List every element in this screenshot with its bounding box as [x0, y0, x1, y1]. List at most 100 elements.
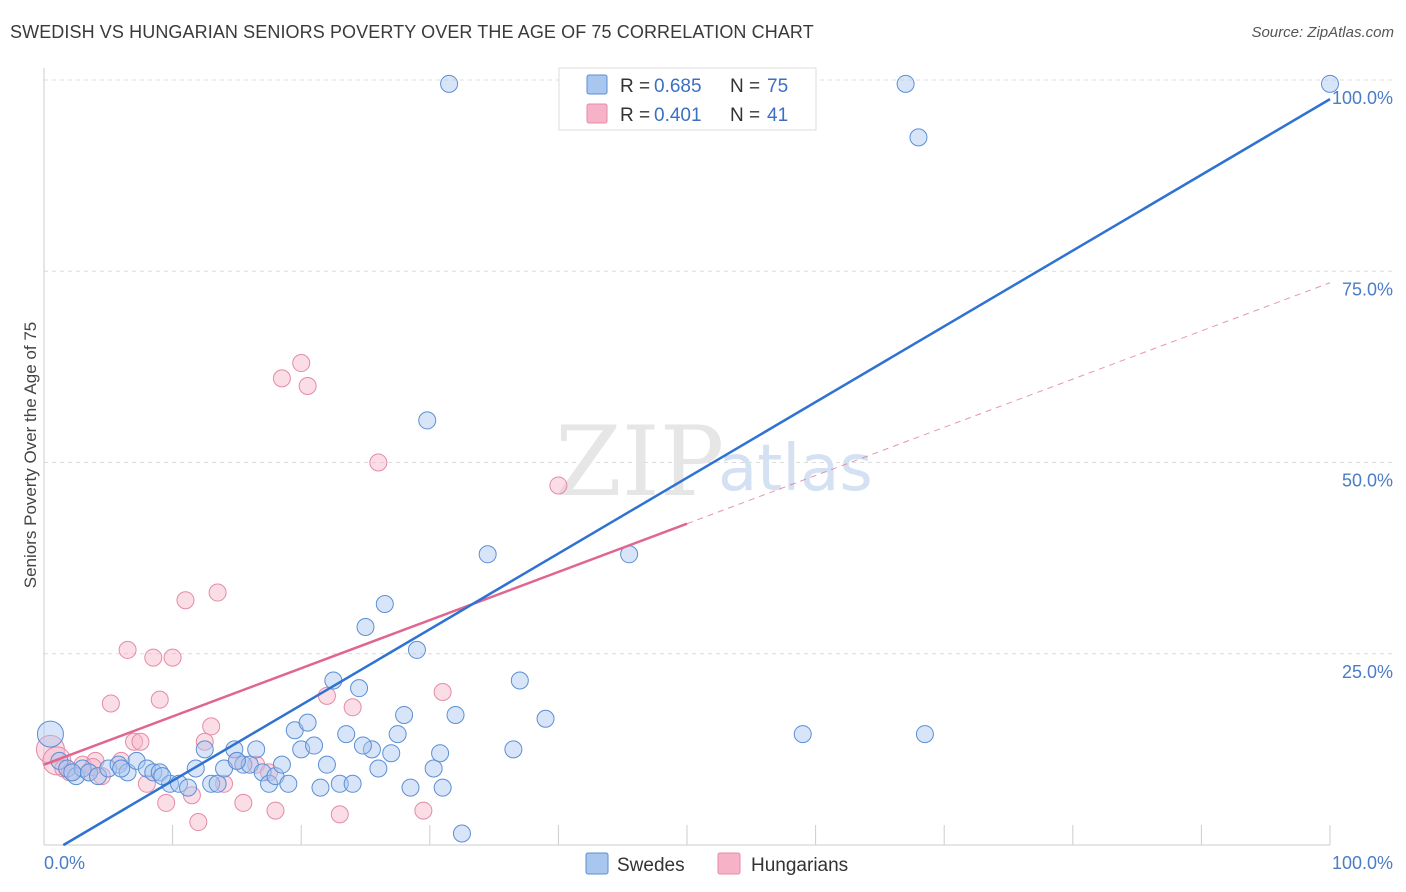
hungarians-point-10 [118, 640, 137, 659]
swedes-point-36 [317, 755, 336, 774]
legend-swatch-hungarians [586, 103, 608, 124]
hungarians-point-23 [208, 583, 227, 602]
swedes-point-16 [179, 778, 198, 797]
hungarians-point-31 [292, 354, 311, 373]
swedes-points [36, 74, 1339, 843]
hungarians-point-32 [298, 377, 317, 395]
swedes-point-44 [369, 759, 388, 778]
swedes-point-55 [446, 705, 465, 724]
hungarians-point-13 [137, 774, 156, 793]
legend-swatch-swedes [586, 74, 608, 95]
legend-n-label-swedes: N = [730, 76, 760, 97]
watermark-atlas: atlas [718, 432, 873, 506]
hungarians-point-34 [330, 805, 349, 824]
swedes-point-53 [433, 778, 452, 797]
axes [43, 68, 1331, 846]
hungarians-point-30 [272, 369, 291, 388]
swedes-trend-line [62, 98, 1331, 847]
y-tick-label-0: 25.0% [1342, 662, 1393, 682]
swedes-point-46 [382, 744, 401, 763]
hungarians-point-8 [101, 694, 120, 713]
swedes-point-65 [896, 74, 915, 93]
series-legend-label-swedes: Swedes [617, 855, 685, 876]
hungarians-point-15 [150, 690, 169, 709]
legend-r-label-swedes: R = [620, 76, 650, 97]
trend-lines [43, 98, 1331, 847]
hungarians-point-12 [131, 732, 150, 751]
swedes-point-34 [305, 736, 324, 755]
swedes-point-70 [112, 759, 131, 778]
swedes-point-25 [247, 740, 266, 759]
hungarians-point-22 [202, 717, 221, 736]
hungarians-point-16 [157, 793, 176, 812]
hungarians-point-14 [144, 648, 163, 667]
hungarians-point-38 [433, 683, 452, 701]
swedes-point-66 [909, 128, 928, 147]
swedes-point-47 [388, 725, 407, 744]
y-tick-labels: 25.0% 50.0% 75.0% 100.0% [1332, 88, 1393, 682]
legend-r-label-hungarians: R = [620, 105, 650, 126]
swedes-point-59 [510, 671, 529, 690]
swedes-point-56 [452, 824, 471, 843]
legend-r-value-hungarians: 0.401 [654, 105, 702, 126]
hungarians-point-24 [215, 774, 234, 793]
hungarians-point-35 [343, 698, 362, 717]
swedes-point-58 [504, 740, 523, 759]
hungarians-point-11 [125, 732, 144, 751]
swedes-point-18 [195, 740, 214, 759]
swedes-point-74 [431, 744, 450, 763]
series-legend-swatch-hungarians [717, 852, 741, 875]
swedes-point-7 [99, 759, 118, 778]
swedes-point-52 [424, 759, 443, 778]
swedes-point-48 [395, 705, 414, 724]
chart-title: SWEDISH VS HUNGARIAN SENIORS POVERTY OVE… [10, 22, 814, 42]
swedes-point-43 [362, 740, 381, 759]
swedes-point-51 [418, 411, 437, 430]
swedes-point-69 [63, 763, 82, 782]
swedes-point-54 [440, 74, 459, 93]
x-tick-min: 0.0% [44, 853, 85, 873]
legend-n-value-hungarians: 41 [767, 105, 788, 126]
hungarians-point-37 [414, 801, 433, 820]
swedes-point-42 [356, 617, 375, 636]
hungarians-point-36 [369, 453, 388, 472]
swedes-point-64 [793, 725, 812, 744]
swedes-point-6 [89, 767, 108, 786]
swedes-point-0 [36, 720, 64, 748]
swedes-point-30 [279, 774, 298, 793]
hungarians-points [35, 354, 568, 832]
swedes-point-40 [343, 774, 362, 793]
swedes-point-39 [337, 725, 356, 744]
hungarians-point-29 [266, 801, 285, 820]
hungarians-trend-line [43, 522, 688, 766]
swedes-point-68 [1321, 74, 1339, 93]
swedes-point-33 [298, 713, 317, 732]
swedes-point-38 [330, 774, 349, 793]
legend-r-value-swedes: 0.685 [654, 76, 702, 97]
grid-lines [44, 79, 1395, 655]
swedes-point-57 [478, 545, 497, 564]
swedes-point-72 [227, 751, 246, 770]
y-tick-label-2: 75.0% [1342, 279, 1393, 299]
swedes-point-27 [260, 774, 279, 793]
swedes-point-35 [311, 778, 330, 797]
swedes-point-20 [208, 774, 227, 793]
swedes-point-41 [350, 679, 369, 698]
swedes-point-29 [272, 755, 291, 774]
source-label: Source: ZipAtlas.com [1251, 24, 1394, 41]
series-legend-label-hungarians: Hungarians [751, 855, 848, 876]
y-axis-label: Seniors Poverty Over the Age of 75 [21, 322, 40, 588]
legend-n-value-swedes: 75 [767, 76, 788, 97]
hungarians-point-17 [163, 648, 182, 667]
swedes-point-45 [375, 595, 394, 614]
swedes-point-71 [153, 767, 172, 786]
swedes-point-67 [915, 725, 934, 744]
watermark-zip: ZIP [555, 406, 724, 518]
swedes-point-73 [353, 736, 372, 755]
swedes-point-60 [536, 709, 555, 728]
hungarians-point-21 [195, 732, 214, 751]
swedes-point-12 [144, 763, 163, 782]
swedes-point-49 [401, 778, 420, 797]
swedes-point-10 [127, 751, 146, 770]
y-tick-label-1: 50.0% [1342, 471, 1393, 491]
